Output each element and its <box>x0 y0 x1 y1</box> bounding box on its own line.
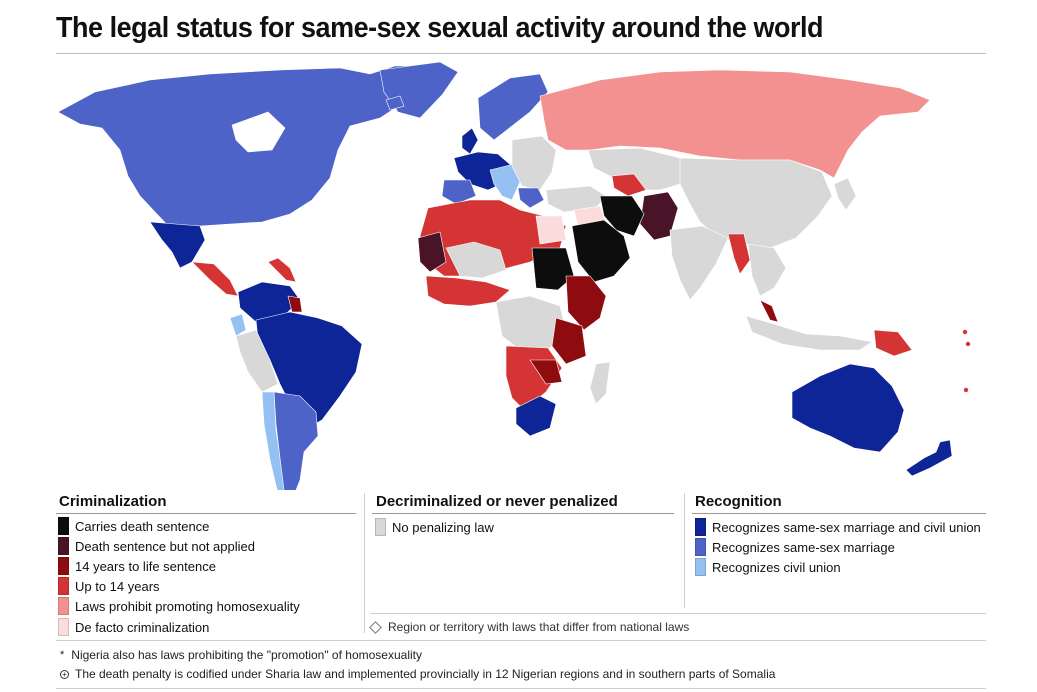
region-malaysia <box>759 299 779 323</box>
legend-swatch <box>58 537 69 555</box>
legend-criminalization-rule <box>56 513 356 514</box>
region-myanmar <box>727 233 751 275</box>
legend-recognition-rule <box>692 513 986 514</box>
legend-label: Recognizes same-sex marriage <box>712 539 895 555</box>
legend-item-civil-union: Recognizes civil union <box>695 557 841 577</box>
region-china-mongolia <box>679 157 833 249</box>
footnote-rule <box>56 640 986 641</box>
region-korea-japan <box>833 177 857 211</box>
region-central-america <box>191 261 239 297</box>
region-brazil <box>255 311 363 431</box>
region-caucasus <box>611 173 647 197</box>
region-pacific-islands-2 <box>965 341 971 347</box>
legend-recognition-title: Recognition <box>695 493 782 510</box>
region-australia <box>791 363 905 453</box>
legend-swatch <box>58 557 69 575</box>
region-mali-niger <box>445 241 507 279</box>
region-russia <box>539 69 931 179</box>
region-iberia <box>441 179 477 205</box>
legend-label: Death sentence but not applied <box>75 538 255 554</box>
region-arabia <box>571 219 631 283</box>
region-east-africa <box>551 317 587 365</box>
plus-circle-icon: + <box>60 669 69 679</box>
region-southeast-asia <box>747 243 787 297</box>
region-uk <box>461 127 479 155</box>
region-indonesia <box>745 315 873 351</box>
legend-label: Recognizes same-sex marriage and civil u… <box>712 519 981 535</box>
legend-item-death-sentence: Carries death sentence <box>58 516 209 536</box>
legend-divider <box>684 493 685 608</box>
region-caribbean <box>267 257 297 283</box>
legend-label: De facto criminalization <box>75 619 210 635</box>
asterisk-icon: * <box>60 649 65 661</box>
legend-label: No penalizing law <box>392 519 494 535</box>
region-hudson-bay <box>231 111 286 153</box>
region-eastern-europe <box>511 135 557 191</box>
region-mexico <box>149 221 206 269</box>
region-argentina <box>273 391 319 490</box>
legend-criminalization-title: Criminalization <box>59 493 167 510</box>
legend-item-de-facto: De facto criminalization <box>58 617 209 637</box>
legend-swatch <box>695 558 706 576</box>
region-india <box>669 225 729 301</box>
legend-swatch <box>695 538 706 556</box>
region-ethiopia-somalia <box>565 275 607 331</box>
legend-label: Laws prohibit promoting homosexuality <box>75 598 300 614</box>
region-diamond-icon <box>369 620 382 634</box>
region-ecuador <box>229 313 247 337</box>
footnote-text: Nigeria also has laws prohibiting the "p… <box>71 648 422 662</box>
region-mauritania <box>417 231 447 273</box>
region-south-africa <box>515 395 557 437</box>
legend-decriminalized-rule <box>372 513 674 514</box>
footnote-bottom-rule <box>56 688 986 689</box>
legend-item-up-to-14: Up to 14 years <box>58 576 160 596</box>
legend-swatch <box>58 618 69 636</box>
legend-item-death-not-applied: Death sentence but not applied <box>58 536 255 556</box>
footnote-nigeria: * Nigeria also has laws prohibiting the … <box>60 648 422 662</box>
legend-item-marriage-and-civil-union: Recognizes same-sex marriage and civil u… <box>695 517 981 537</box>
region-scandinavia <box>477 73 549 141</box>
region-note-rule <box>370 613 986 614</box>
region-egypt <box>535 215 567 245</box>
region-madagascar <box>589 361 611 405</box>
title-divider <box>56 53 986 54</box>
legend-divider <box>364 493 365 633</box>
region-iceland <box>385 95 405 111</box>
region-pacific-islands <box>962 329 968 335</box>
legend-decriminalized-title: Decriminalized or never penalized <box>376 493 618 510</box>
region-note: Region or territory with laws that diffe… <box>369 620 690 634</box>
legend-label: 14 years to life sentence <box>75 558 216 574</box>
legend-label: Carries death sentence <box>75 518 210 534</box>
region-sudan <box>531 247 575 291</box>
region-balkans <box>517 187 545 209</box>
map-title: The legal status for same-sex sexual act… <box>56 12 824 44</box>
region-papua <box>873 329 913 357</box>
legend-swatch <box>58 517 69 535</box>
region-guyana <box>287 295 303 313</box>
legend-swatch <box>375 518 386 536</box>
legend-label: Recognizes civil union <box>712 559 841 575</box>
region-note-text: Region or territory with laws that diffe… <box>388 620 690 634</box>
region-pacific-islands-3 <box>963 387 969 393</box>
footnote-text: The death penalty is codified under Shar… <box>75 667 776 681</box>
legend-swatch <box>58 577 69 595</box>
footnote-sharia: + The death penalty is codified under Sh… <box>60 667 775 681</box>
region-afghanistan-pakistan <box>639 191 679 241</box>
legend-item-no-penalizing-law: No penalizing law <box>375 517 494 537</box>
legend-swatch <box>58 597 69 615</box>
legend-item-life-sentence: 14 years to life sentence <box>58 556 216 576</box>
legend-label: Up to 14 years <box>75 578 160 594</box>
legend-item-promotion: Laws prohibit promoting homosexuality <box>58 596 300 616</box>
region-new-zealand <box>905 439 953 477</box>
world-map <box>57 61 971 490</box>
region-peru-bolivia <box>235 329 279 393</box>
legend-swatch <box>695 518 706 536</box>
legend-item-marriage: Recognizes same-sex marriage <box>695 537 895 557</box>
region-zambia-mozambique <box>529 359 563 385</box>
